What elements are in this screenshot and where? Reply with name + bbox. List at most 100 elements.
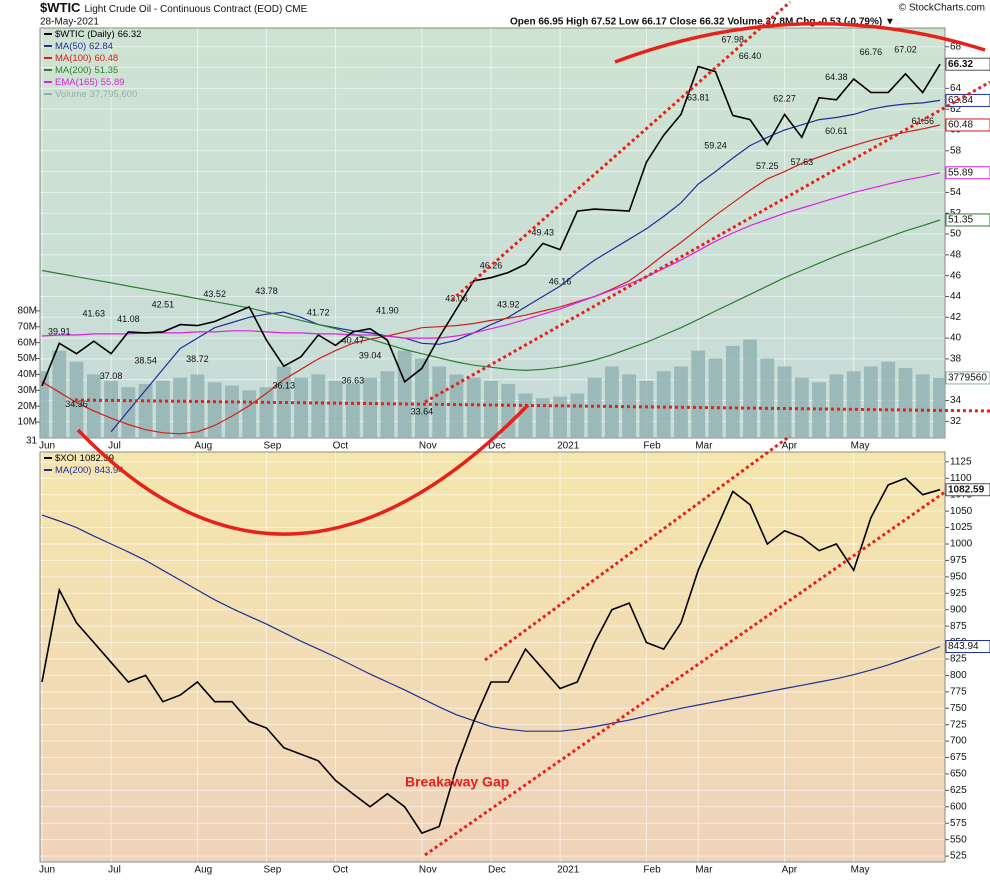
legend-name: $WTIC (Daily) [55,29,115,40]
y-tick-label: 975 [950,555,967,566]
y2-tick-label: 80M [18,306,37,317]
legend-value: 843.94 [94,465,123,476]
volume-bar [52,350,67,438]
volume-bar [432,366,447,438]
price-label: 43.06 [445,294,468,304]
volume-bar [207,382,222,438]
x-tick-label: Sep [264,441,282,452]
chart-date: 28-May-2021 [40,17,99,28]
value-tag-label: 62.84 [948,95,973,106]
x-tick-label: Oct [333,441,349,452]
value-tag-label: 1082.59 [948,484,985,495]
price-label: 62.27 [773,94,796,104]
price-line [41,477,941,835]
chart-title: $WTIC [40,0,81,15]
volume-bar [898,368,913,438]
y2-tick-label: 20M [18,401,37,412]
y-tick-label: 575 [950,818,967,829]
value-tag-label: 51.35 [948,215,973,226]
x-tick-label: Feb [643,441,661,452]
y-tick-label: 48 [950,249,962,260]
price-label: 36.13 [273,381,296,391]
x-tick-label: Aug [194,865,212,876]
value-tag-label: 55.89 [948,167,973,178]
price-label: 59.24 [704,140,727,150]
corner-label: 31 [26,436,38,447]
volume-bar [190,374,205,438]
volume-bar [725,345,740,438]
x-tick-label: Jun [39,441,55,452]
legend-name: $XOI [55,453,77,464]
y-tick-label: 50 [950,229,962,240]
x-tick-label: Jun [39,865,55,876]
legend-value: 51.35 [94,65,118,76]
volume-bar [104,380,118,438]
volume-bar [397,350,412,438]
y-tick-label: 700 [950,736,967,747]
volume-bar [518,393,533,438]
y2-tick-label: 70M [18,321,37,332]
y-tick-label: 525 [950,851,967,862]
value-tag [945,166,990,180]
volume-bar [570,393,585,438]
volume-bar [345,383,360,438]
y-tick-label: 900 [950,604,967,615]
price-label: 43.92 [497,300,520,310]
volume-bar [449,374,464,438]
channel-line [424,490,946,857]
price-label: 64.38 [825,72,848,82]
legend-value: 37,795,600 [90,89,138,100]
x-tick-label: Jul [108,865,121,876]
volume-bar [501,383,516,438]
volume-bar [760,358,775,438]
legend-entry: $WTIC (Daily) 66.32 [55,29,141,40]
y-tick-label: 64 [950,83,962,94]
y-tick-label: 34 [950,395,962,406]
x-tick-label: 2021 [557,441,580,452]
y-tick-label: 68 [950,41,962,52]
moving-average [41,514,941,732]
panel [40,452,945,862]
legend-entry: EMA(165) 55.89 [55,77,125,88]
volume-bar [535,398,550,438]
y-tick-label: 42 [950,312,962,323]
x-tick-label: Jul [108,441,121,452]
y-tick-label: 825 [950,654,967,665]
y-tick-label: 775 [950,686,967,697]
volume-bar [484,380,498,438]
y-tick-label: 1025 [950,522,973,533]
volume-bar [40,371,49,438]
volume-bar [363,377,378,438]
volume-bar [881,361,896,438]
annotations: Breakaway Gap [74,0,990,857]
x-tick-label: Aug [194,441,212,452]
volume-bar [311,374,326,438]
volume-bar [846,371,861,438]
x-tick-label: Apr [782,865,798,876]
value-tag [945,118,990,132]
legend-value: 66.32 [118,29,142,40]
moving-average [41,124,941,435]
y-tick-label: 1000 [950,539,973,550]
price-label: 38.72 [186,354,209,364]
volume-bar [656,371,671,438]
value-tag [945,57,990,71]
value-tag [945,213,990,227]
legend-entry: MA(50) 62.84 [55,41,113,52]
y-tick-label: 950 [950,571,967,582]
channel-line [424,80,990,404]
price-label: 46.26 [480,260,503,270]
legend-name: MA(100) [55,53,91,64]
price-label: 41.63 [83,309,106,319]
volume-bar [259,387,274,438]
price-label: 43.52 [203,289,226,299]
x-tick-label: Mar [695,441,713,452]
price-label: 41.72 [307,308,330,318]
price-label: 57.25 [756,161,779,171]
price-label: 67.98 [722,34,745,44]
value-tag [945,371,990,385]
legend-entry: MA(200) 51.35 [55,65,118,76]
legend-entry: MA(100) 60.48 [55,53,118,64]
volume-bar [864,366,878,438]
